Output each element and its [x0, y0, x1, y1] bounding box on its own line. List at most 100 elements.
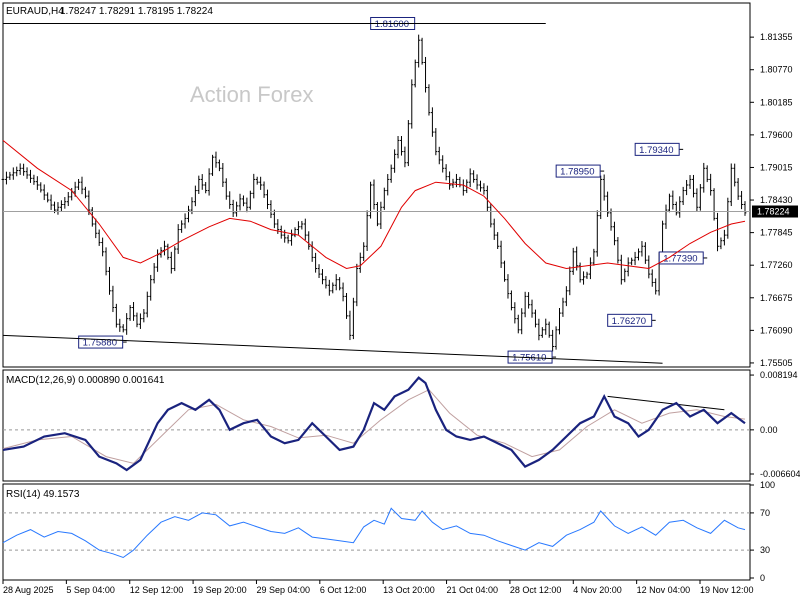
- ohlc-bar: [424, 56, 427, 93]
- x-tick-label: 12 Nov 04:00: [637, 585, 691, 595]
- ohlc-bar: [11, 167, 15, 180]
- ohlc-bar: [496, 232, 500, 249]
- ohlc-bar: [376, 202, 379, 227]
- ohlc-bar: [341, 282, 345, 302]
- rsi-label: RSI(14) 49.1573: [6, 489, 80, 500]
- ohlc-bar: [382, 187, 386, 210]
- ohlc-bar: [695, 188, 699, 212]
- x-tick-label: 13 Oct 20:00: [383, 585, 435, 595]
- x-tick-label: 21 Oct 04:00: [447, 585, 499, 595]
- rsi-panel: RSI(14) 49.1573: [2, 483, 751, 581]
- ohlc-bar: [252, 173, 256, 199]
- ohlc-bar: [551, 329, 555, 352]
- ohlc-bar: [345, 292, 348, 319]
- ohlc-bar: [393, 149, 397, 173]
- x-tick-label: 19 Sep 20:00: [193, 585, 247, 595]
- ohlc-bar: [25, 167, 29, 179]
- ohlc-bar: [513, 302, 517, 324]
- price-annotation: 1.79340: [634, 142, 684, 156]
- ohlc-bar: [547, 321, 551, 338]
- ohlc-bar: [173, 246, 177, 272]
- ohlc-bar: [654, 278, 658, 295]
- ohlc-bar: [324, 276, 328, 289]
- ohlc-bar: [18, 163, 22, 175]
- ohlc-bar: [245, 197, 249, 213]
- ohlc-bar: [118, 318, 122, 332]
- ohlc-bar: [733, 163, 737, 187]
- ohlc-bar: [448, 171, 451, 190]
- ohlc-bar: [602, 174, 606, 201]
- price-annotation: 1.77390: [658, 251, 708, 265]
- ohlc-bar: [224, 178, 228, 200]
- price-annotation: 1.75610: [507, 350, 557, 364]
- price-tick-label: 1.79600: [760, 130, 793, 140]
- ohlc-bar: [369, 181, 372, 219]
- ohlc-bar: [705, 165, 709, 183]
- ohlc-bar: [1, 177, 5, 182]
- x-tick-label: 5 Sep 04:00: [66, 585, 115, 595]
- ohlc-bar: [238, 193, 242, 211]
- ohlc-bar: [743, 201, 747, 216]
- ohlc-bar: [595, 210, 599, 257]
- ohlc-bar: [420, 37, 424, 65]
- ohlc-bar: [623, 268, 627, 283]
- annotation-label: 1.75610: [512, 353, 546, 364]
- macd-panel: MACD(12,26,9) 0.000890 0.001641: [2, 369, 751, 482]
- ohlc-bar: [108, 266, 111, 295]
- annotation-label: 1.79340: [639, 145, 673, 156]
- ohlc-bar: [492, 218, 496, 240]
- ohlc-bar: [527, 292, 530, 309]
- ohlc-bar: [554, 326, 558, 350]
- ohlc-bar: [740, 190, 743, 210]
- price-tick-label: 1.80770: [760, 65, 793, 75]
- ohlc-bar: [709, 173, 713, 196]
- macd-signal-line: [2, 389, 746, 464]
- ohlc-bar: [207, 168, 211, 196]
- ohlc-bar: [338, 277, 342, 291]
- macd-label: MACD(12,26,9) 0.000890 0.001641: [6, 375, 165, 386]
- ohlc-bar: [35, 176, 39, 190]
- ohlc-bar: [671, 190, 675, 210]
- ohlc-bar: [506, 274, 510, 299]
- ohlc-bar: [534, 309, 537, 328]
- ohlc-bar: [142, 309, 146, 323]
- ohlc-bar: [712, 188, 716, 221]
- price-annotation: 1.78950: [555, 164, 605, 178]
- ohlc-bar: [5, 171, 8, 185]
- ohlc-bar: [334, 274, 338, 291]
- ohlc-bar: [417, 34, 421, 68]
- ohlc-bar: [530, 299, 534, 318]
- ohlc-bar: [49, 194, 53, 210]
- ohlc-bar: [321, 269, 324, 285]
- header-values: 1.78247 1.78291 1.78195 1.78224: [60, 6, 213, 17]
- ohlc-bar: [571, 247, 575, 275]
- rsi-line: [2, 507, 746, 559]
- ohlc-bar: [145, 291, 149, 318]
- ohlc-bar: [214, 151, 218, 168]
- ohlc-bar: [80, 176, 84, 195]
- ohlc-bar: [489, 203, 493, 228]
- ohlc-bar: [262, 181, 266, 198]
- ohlc-bar: [482, 183, 486, 195]
- ohlc-bar: [314, 252, 318, 273]
- ohlc-bar: [121, 324, 125, 333]
- ohlc-bar: [585, 271, 589, 279]
- ohlc-bar: [266, 189, 269, 210]
- ohlc-bar: [650, 269, 654, 287]
- macd-tick-label: 0.00: [760, 425, 778, 435]
- price-tick-label: 1.77845: [760, 228, 793, 238]
- x-tick-label: 12 Sep 12:00: [130, 585, 184, 595]
- ohlc-bar: [197, 175, 201, 194]
- ohlc-bar: [726, 197, 730, 239]
- ohlc-bar: [626, 257, 630, 277]
- ohlc-bar: [42, 184, 46, 201]
- annotation-label: 1.75880: [83, 338, 117, 349]
- ohlc-bar: [540, 327, 544, 338]
- ohlc-bar: [269, 200, 273, 219]
- price-tick-label: 1.81355: [760, 32, 793, 42]
- moving-average-line: [2, 140, 746, 270]
- current-price-label: 1.78224: [757, 207, 790, 217]
- x-tick-label: 28 Aug 2025: [3, 585, 54, 595]
- ohlc-bar: [358, 252, 362, 273]
- rsi-tick-label: 100: [760, 480, 775, 490]
